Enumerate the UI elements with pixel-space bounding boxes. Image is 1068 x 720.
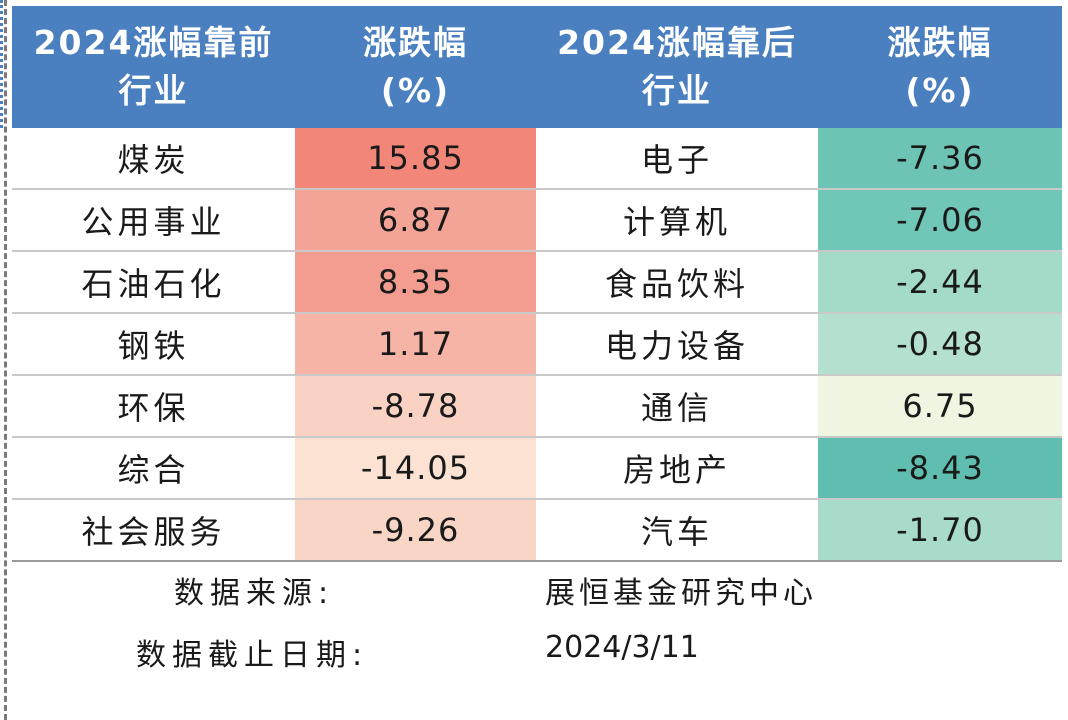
top-industry-cell: 环保: [12, 375, 295, 438]
top-change-cell: 15.85: [295, 128, 536, 190]
selection-marker: [0, 0, 13, 128]
bottom-change-cell: 6.75: [818, 375, 1062, 438]
table-row: 石油石化 8.35 食品饮料 -2.44: [12, 251, 1062, 314]
header-line: (%): [905, 71, 975, 110]
bottom-change-cell: -0.48: [818, 313, 1062, 376]
header-line: 2024涨幅靠后: [557, 23, 797, 62]
header-line: 2024涨幅靠前: [33, 23, 274, 62]
date-label: 数据截止日期:: [136, 638, 369, 673]
date-row: 数据截止日期: 2024/3/11: [12, 622, 1062, 684]
header-bottom-change: 涨跌幅 (%): [818, 6, 1062, 128]
header-line: (%): [380, 71, 451, 110]
bottom-industry-cell: 食品饮料: [536, 251, 818, 314]
top-industry-cell: 钢铁: [12, 313, 295, 376]
top-industry-cell: 综合: [12, 437, 295, 500]
source-row: 数据来源: 展恒基金研究中心: [12, 560, 1062, 622]
left-dashed-border: [4, 0, 7, 720]
bottom-industry-cell: 电力设备: [536, 313, 818, 376]
table-row: 煤炭 15.85 电子 -7.36: [12, 128, 1062, 190]
industry-performance-table: 2024涨幅靠前 行业 涨跌幅 (%) 2024涨幅靠后 行业 涨跌幅 (%) …: [12, 6, 1062, 562]
bottom-change-cell: -7.36: [818, 128, 1062, 190]
top-industry-cell: 社会服务: [12, 499, 295, 562]
header-top-change: 涨跌幅 (%): [295, 6, 536, 128]
source-label: 数据来源:: [174, 576, 335, 611]
table-row: 社会服务 -9.26 汽车 -1.70: [12, 499, 1062, 562]
bottom-change-cell: -2.44: [818, 251, 1062, 314]
header-line: 涨跌幅: [887, 23, 993, 62]
bottom-change-cell: -8.43: [818, 437, 1062, 500]
header-bottom-industry: 2024涨幅靠后 行业: [536, 6, 818, 128]
top-change-cell: 6.87: [295, 189, 536, 252]
bottom-industry-cell: 通信: [536, 375, 818, 438]
top-industry-cell: 石油石化: [12, 251, 295, 314]
bottom-change-cell: -1.70: [818, 499, 1062, 562]
top-industry-cell: 公用事业: [12, 189, 295, 252]
table-row: 钢铁 1.17 电力设备 -0.48: [12, 313, 1062, 376]
header-top-industry: 2024涨幅靠前 行业: [12, 6, 295, 128]
top-change-cell: 1.17: [295, 313, 536, 376]
bottom-industry-cell: 汽车: [536, 499, 818, 562]
table-row: 公用事业 6.87 计算机 -7.06: [12, 189, 1062, 252]
top-change-cell: -8.78: [295, 375, 536, 438]
source-value: 展恒基金研究中心: [545, 576, 817, 611]
table-row: 综合 -14.05 房地产 -8.43: [12, 437, 1062, 500]
bottom-industry-cell: 房地产: [536, 437, 818, 500]
header-line: 行业: [118, 71, 189, 110]
header-row: 2024涨幅靠前 行业 涨跌幅 (%) 2024涨幅靠后 行业 涨跌幅 (%): [12, 6, 1062, 128]
bottom-change-cell: -7.06: [818, 189, 1062, 252]
header-line: 行业: [642, 71, 712, 110]
date-value: 2024/3/11: [545, 630, 699, 665]
table-row: 环保 -8.78 通信 6.75: [12, 375, 1062, 438]
bottom-industry-cell: 计算机: [536, 189, 818, 252]
top-change-cell: 8.35: [295, 251, 536, 314]
bottom-industry-cell: 电子: [536, 128, 818, 190]
top-industry-cell: 煤炭: [12, 128, 295, 190]
top-change-cell: -9.26: [295, 499, 536, 562]
top-change-cell: -14.05: [295, 437, 536, 500]
table-footer: 数据来源: 展恒基金研究中心 数据截止日期: 2024/3/11: [12, 560, 1062, 684]
header-line: 涨跌幅: [363, 23, 468, 62]
